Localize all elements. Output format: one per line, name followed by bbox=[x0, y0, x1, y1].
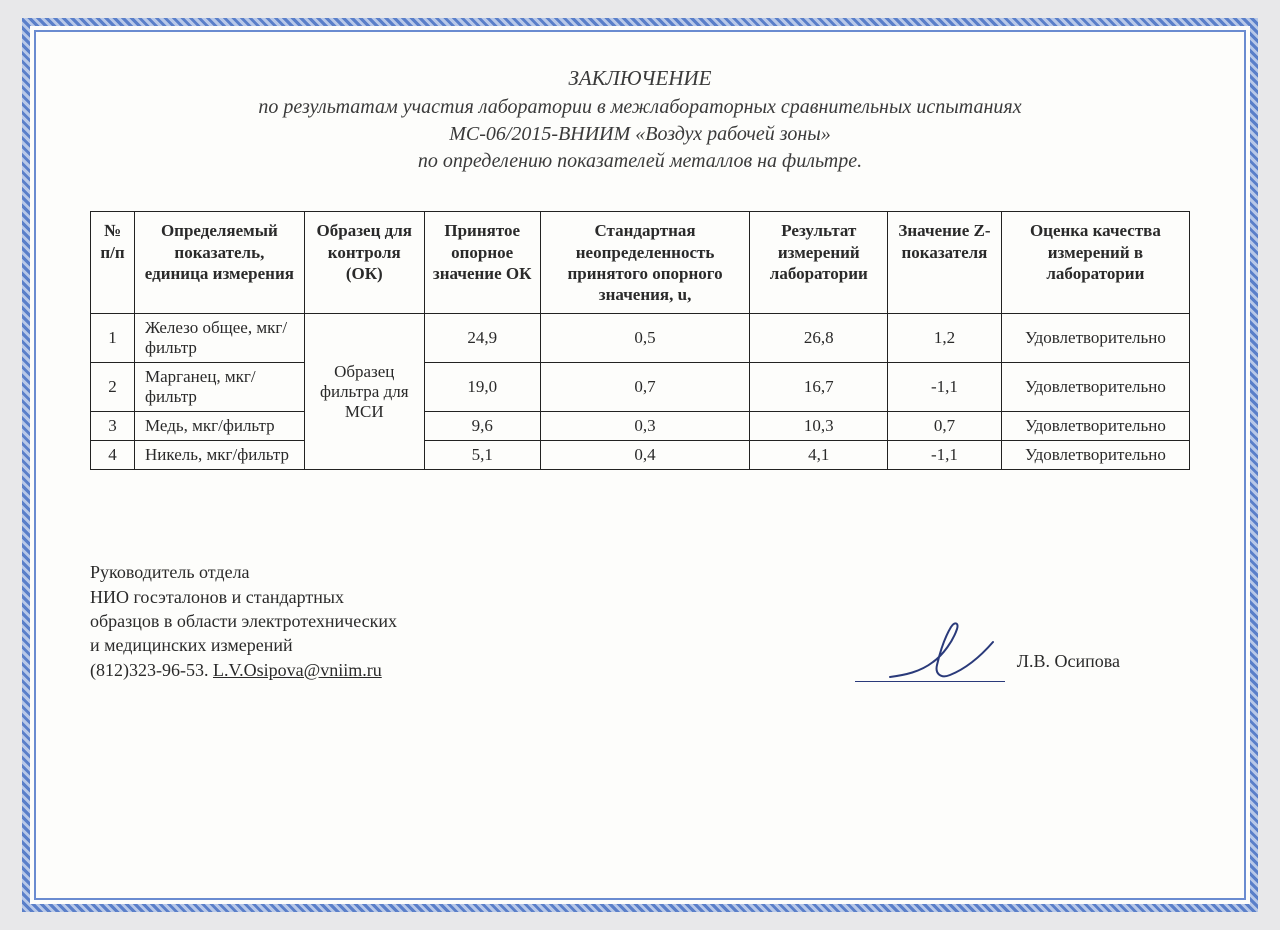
cell-ref: 9,6 bbox=[424, 412, 540, 441]
header-line-2: МС-06/2015-ВНИИМ «Воздух рабочей зоны» bbox=[90, 121, 1190, 148]
cell-indicator: Никель, мкг/фильтр bbox=[135, 441, 305, 470]
signature-icon bbox=[885, 617, 1005, 687]
col-ref: Принятое опорное значение ОК bbox=[424, 212, 540, 314]
cell-grade: Удовлетворительно bbox=[1001, 441, 1189, 470]
col-indicator: Определяемый показатель, единица измерен… bbox=[135, 212, 305, 314]
signatory-name: Л.В. Осипова bbox=[1017, 651, 1120, 672]
col-sample: Образец для контроля (ОК) bbox=[304, 212, 424, 314]
cell-z: -1,1 bbox=[888, 441, 1002, 470]
col-n: № п/п bbox=[91, 212, 135, 314]
cell-ref: 5,1 bbox=[424, 441, 540, 470]
cell-sample-merged: Образец фильтра для МСИ bbox=[304, 314, 424, 470]
signatory-phone: (812)323-96-53. bbox=[90, 660, 208, 680]
signatory-line-3: образцов в области электротехнических bbox=[90, 609, 397, 633]
doc-title: ЗАКЛЮЧЕНИЕ bbox=[90, 64, 1190, 92]
header-line-3: по определению показателей металлов на ф… bbox=[90, 148, 1190, 175]
cell-indicator: Марганец, мкг/фильтр bbox=[135, 363, 305, 412]
signatory-email: L.V.Osipova@vniim.ru bbox=[213, 660, 382, 680]
cell-result: 16,7 bbox=[750, 363, 888, 412]
cell-grade: Удовлетворительно bbox=[1001, 363, 1189, 412]
cell-ref: 24,9 bbox=[424, 314, 540, 363]
cell-unc: 0,3 bbox=[540, 412, 750, 441]
cell-unc: 0,4 bbox=[540, 441, 750, 470]
table-header-row: № п/п Определяемый показатель, единица и… bbox=[91, 212, 1190, 314]
cell-n: 4 bbox=[91, 441, 135, 470]
document-header: ЗАКЛЮЧЕНИЕ по результатам участия лабора… bbox=[90, 64, 1190, 175]
col-grade: Оценка качества измерений в лаборатории bbox=[1001, 212, 1189, 314]
cell-z: 0,7 bbox=[888, 412, 1002, 441]
cell-z: 1,2 bbox=[888, 314, 1002, 363]
cell-n: 2 bbox=[91, 363, 135, 412]
cell-ref: 19,0 bbox=[424, 363, 540, 412]
cell-unc: 0,5 bbox=[540, 314, 750, 363]
signatory-text: Руководитель отдела НИО госэталонов и ст… bbox=[90, 560, 397, 681]
cell-result: 10,3 bbox=[750, 412, 888, 441]
cell-z: -1,1 bbox=[888, 363, 1002, 412]
cell-indicator: Медь, мкг/фильтр bbox=[135, 412, 305, 441]
cell-unc: 0,7 bbox=[540, 363, 750, 412]
signature-line bbox=[855, 642, 1005, 682]
cell-n: 1 bbox=[91, 314, 135, 363]
table-row: 4 Никель, мкг/фильтр 5,1 0,4 4,1 -1,1 Уд… bbox=[91, 441, 1190, 470]
cell-grade: Удовлетворительно bbox=[1001, 314, 1189, 363]
cell-result: 26,8 bbox=[750, 314, 888, 363]
cell-grade: Удовлетворительно bbox=[1001, 412, 1189, 441]
results-table: № п/п Определяемый показатель, единица и… bbox=[90, 211, 1190, 470]
table-row: 1 Железо общее, мкг/фильтр Образец фильт… bbox=[91, 314, 1190, 363]
table-row: 3 Медь, мкг/фильтр 9,6 0,3 10,3 0,7 Удов… bbox=[91, 412, 1190, 441]
col-z: Значение Z-показателя bbox=[888, 212, 1002, 314]
certificate-frame: ЗАКЛЮЧЕНИЕ по результатам участия лабора… bbox=[22, 18, 1258, 912]
table-row: 2 Марганец, мкг/фильтр 19,0 0,7 16,7 -1,… bbox=[91, 363, 1190, 412]
header-line-1: по результатам участия лаборатории в меж… bbox=[90, 94, 1190, 121]
signatory-line-4: и медицинских измерений bbox=[90, 633, 397, 657]
signatory-contact: (812)323-96-53. L.V.Osipova@vniim.ru bbox=[90, 658, 397, 682]
col-unc: Стандартная неопределенность принятого о… bbox=[540, 212, 750, 314]
cell-result: 4,1 bbox=[750, 441, 888, 470]
signatory-line-1: Руководитель отдела bbox=[90, 560, 397, 584]
cell-indicator: Железо общее, мкг/фильтр bbox=[135, 314, 305, 363]
cell-n: 3 bbox=[91, 412, 135, 441]
signature-area: Л.В. Осипова bbox=[855, 642, 1190, 682]
col-result: Результат измерений лаборатории bbox=[750, 212, 888, 314]
signatory-line-2: НИО госэталонов и стандартных bbox=[90, 585, 397, 609]
signatory-block: Руководитель отдела НИО госэталонов и ст… bbox=[90, 560, 1190, 681]
